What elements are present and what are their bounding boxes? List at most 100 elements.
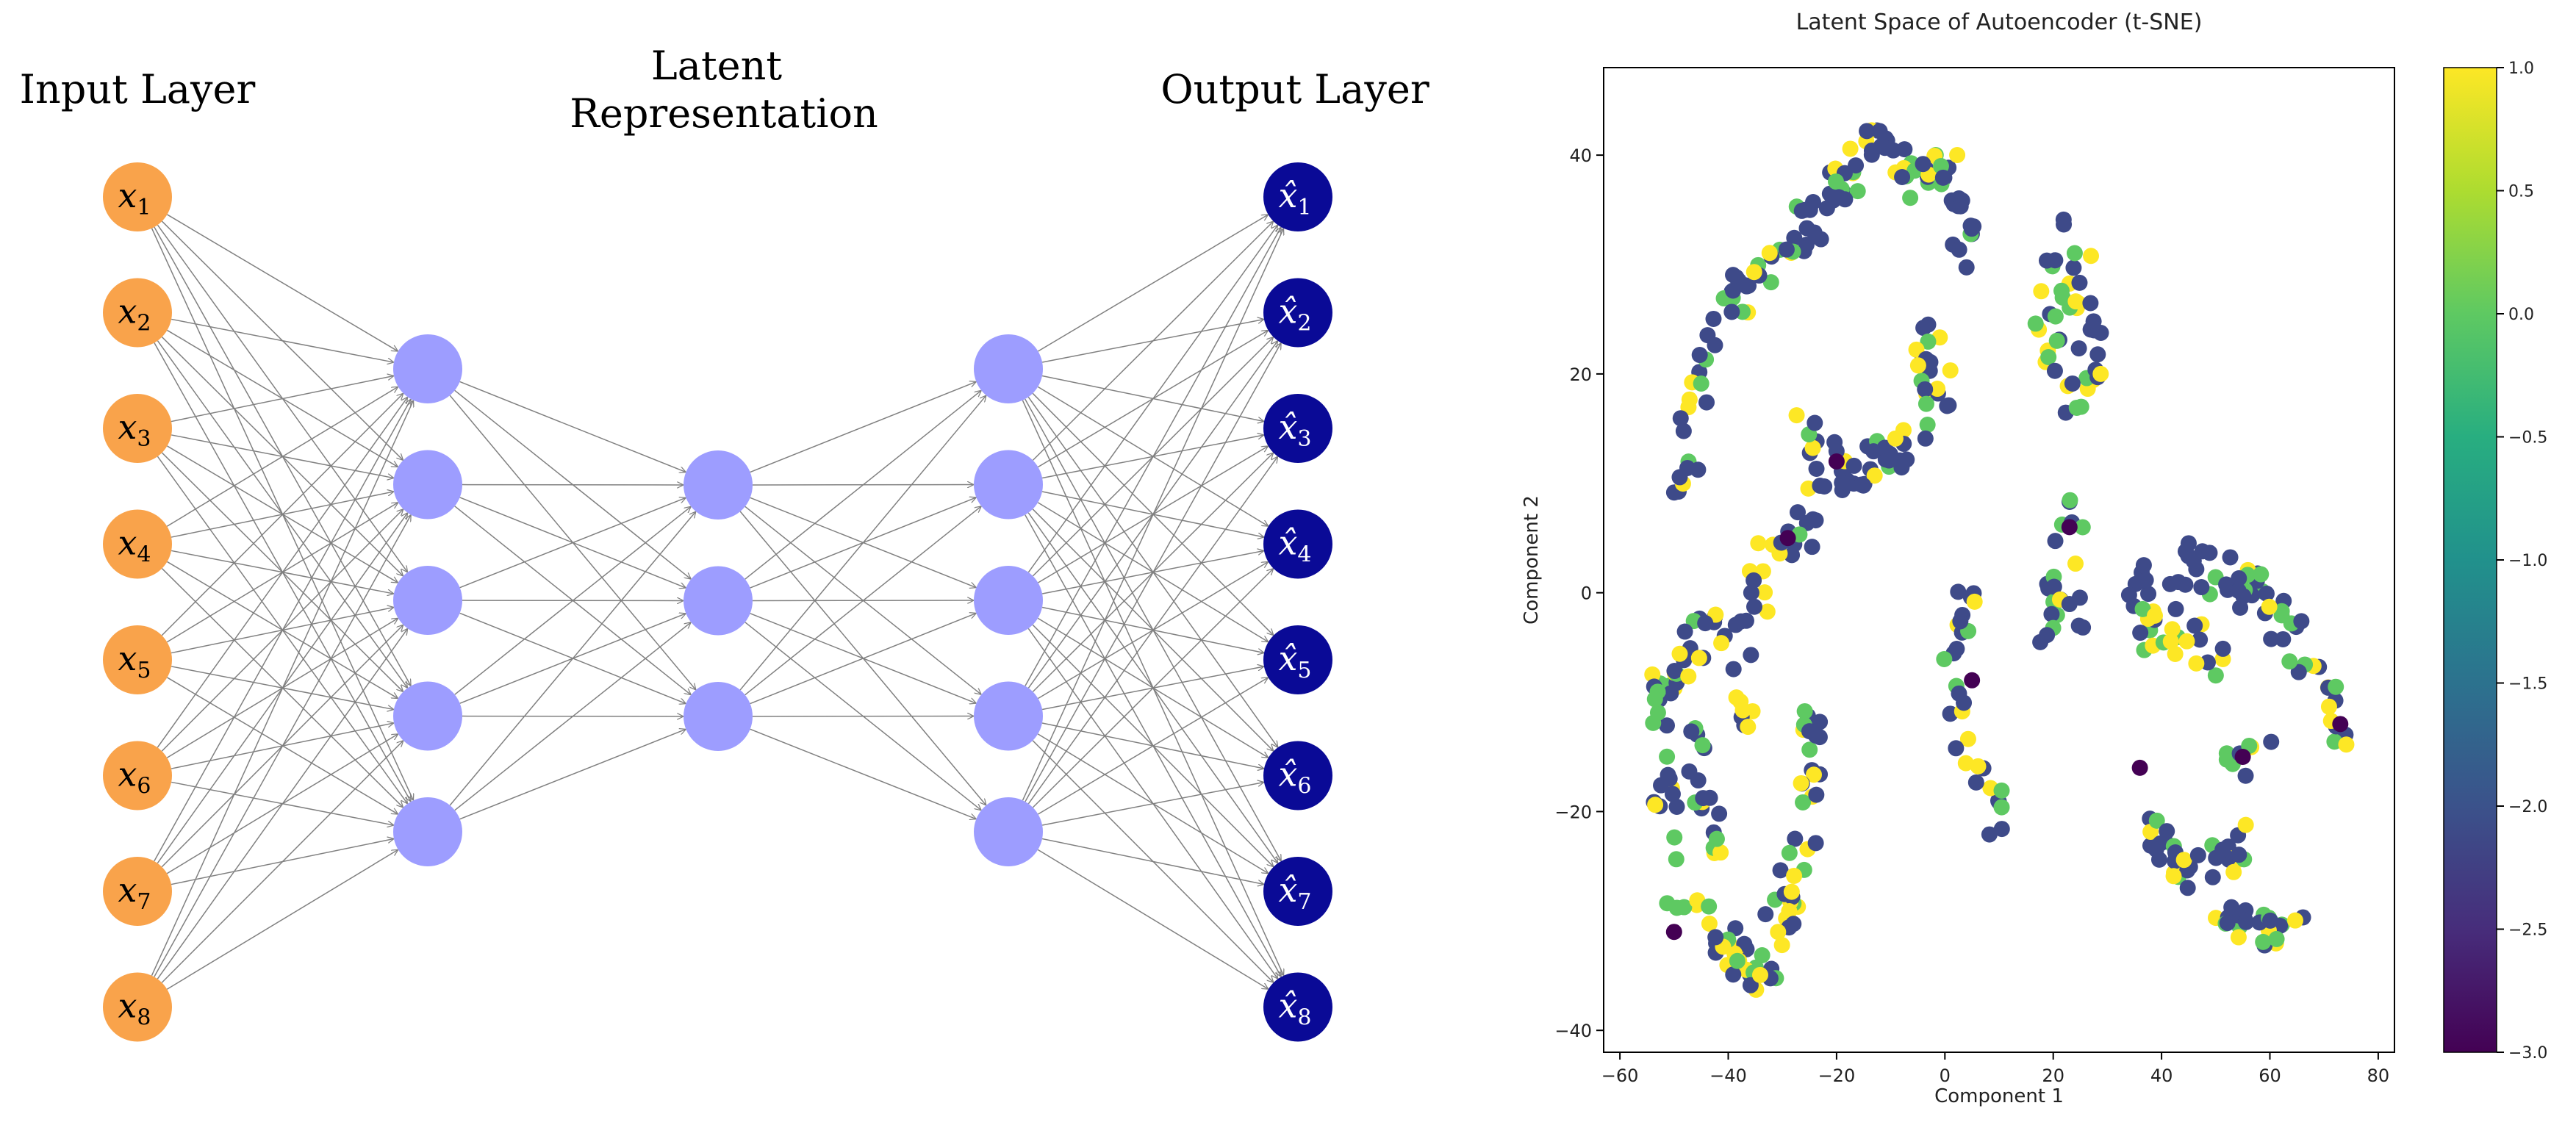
scatter-point <box>2231 570 2247 587</box>
edge-arrow <box>1025 227 1281 686</box>
colorbar-tick-label: −1.0 <box>2508 552 2547 570</box>
output-node-label: x̂2 <box>1278 292 1311 337</box>
scatter-point <box>1812 714 1829 730</box>
scatter-point <box>1993 799 2010 816</box>
scatter-point <box>1778 241 1795 258</box>
scatter-point <box>1881 452 1898 469</box>
scatter-point <box>2230 929 2247 946</box>
hidden-node <box>974 334 1043 403</box>
scatter-point <box>1754 946 1770 963</box>
edge-arrow <box>151 400 413 977</box>
scatter-point <box>2186 617 2203 634</box>
input-node-label: x1 <box>118 176 151 220</box>
scatter-point <box>1781 902 1798 919</box>
output-layer-title: Output Layer <box>1160 66 1429 112</box>
scatter-point-outlier <box>2332 716 2349 733</box>
scatter-point <box>2140 586 2157 603</box>
scatter-point <box>2040 348 2057 365</box>
x-tick-label: 20 <box>2042 1065 2064 1086</box>
scatter-point <box>1786 867 1803 884</box>
scatter-point <box>1796 201 1813 218</box>
scatter-point <box>1644 666 1661 683</box>
scatter-point-outlier <box>1665 924 1682 941</box>
scatter-point <box>2165 868 2182 885</box>
y-tick-label: −20 <box>1554 802 1592 822</box>
scatter-point <box>1646 691 1663 708</box>
scatter-point-outlier <box>2234 749 2251 765</box>
input-node-label: x7 <box>118 870 151 915</box>
edge-arrow <box>739 395 986 691</box>
scatter-point <box>2170 574 2186 591</box>
scatter-point <box>1712 844 1729 861</box>
latent-node <box>684 566 753 636</box>
scatter-point <box>2237 767 2254 784</box>
hidden-node <box>393 334 462 403</box>
scatter-point <box>1808 786 1825 803</box>
colorbar-tick-label: −3.0 <box>2508 1044 2547 1063</box>
scatter-point <box>1920 333 1937 350</box>
scatter-point <box>1795 794 1812 810</box>
scatter-point <box>1806 224 1823 241</box>
scatter-point <box>1746 598 1762 615</box>
edge-arrow <box>1038 677 1268 815</box>
output-node-label: x̂3 <box>1278 407 1311 452</box>
scatter-point <box>1804 539 1820 556</box>
scatter-point <box>2045 578 2062 595</box>
scatter-point <box>1950 583 1967 600</box>
scatter-point <box>1681 763 1698 780</box>
scatter-point <box>1787 830 1804 847</box>
scatter-point <box>1781 844 1798 861</box>
scatter-point <box>1865 443 1882 460</box>
scatter-point <box>1993 782 2010 799</box>
input-node-label: x5 <box>118 639 151 683</box>
scatter-point <box>1993 821 2010 838</box>
scatter-point <box>1666 663 1683 680</box>
scatter-point <box>1666 829 1683 846</box>
scatter-point <box>1757 584 1773 601</box>
scatter-point <box>1711 805 1728 822</box>
scatter-point <box>1952 613 1969 630</box>
output-node-label: x̂8 <box>1278 986 1311 1031</box>
edge-arrow <box>1032 569 1273 808</box>
scatter-point <box>1697 615 1714 632</box>
scatter-point <box>1707 337 1723 353</box>
scatter-point <box>2134 600 2151 617</box>
scatter-point <box>1842 140 1859 157</box>
scatter-point <box>1659 717 1676 734</box>
output-node: x̂2 <box>1263 278 1332 348</box>
scatter-point <box>1834 474 1851 491</box>
colorbar-tick-label: 1.0 <box>2508 60 2534 78</box>
scatter-point <box>1917 395 1934 412</box>
hidden-node <box>974 797 1043 866</box>
input-node-label: x4 <box>118 523 151 568</box>
scatter-point <box>1723 303 1740 320</box>
scatter-point <box>1807 414 1823 431</box>
edge-arrow <box>750 613 977 705</box>
edge-arrow <box>459 729 686 820</box>
edge-arrow <box>154 399 411 862</box>
scatter-point <box>1936 651 1953 668</box>
edge-arrow <box>167 214 398 351</box>
scatter-point <box>1659 748 1676 765</box>
scatter-point <box>1949 146 1966 163</box>
scatter-point <box>2261 598 2278 615</box>
scatter-point <box>2175 852 2192 869</box>
scatter-point <box>1919 417 1936 434</box>
scatter-point <box>2135 557 2152 574</box>
scatter-point <box>1812 477 1829 494</box>
x-tick-label: 80 <box>2367 1065 2390 1086</box>
y-axis-label: Component 2 <box>1521 495 1543 625</box>
scatter-point <box>1845 457 1862 474</box>
scatter-point <box>1691 347 1708 364</box>
edge-arrow <box>161 741 403 983</box>
scatter-point <box>2089 346 2106 363</box>
scatter-point <box>1772 862 1789 879</box>
chart-title: Latent Space of Autoencoder (t-SNE) <box>1796 10 2203 35</box>
output-node: x̂3 <box>1263 394 1332 463</box>
edge-arrow <box>171 375 394 423</box>
output-node: x̂1 <box>1263 162 1332 231</box>
y-axis-ticks: −40 −20 0 20 40 <box>1554 145 1604 1041</box>
x-tick-label: 60 <box>2259 1065 2281 1086</box>
scatter-point <box>1866 467 1883 484</box>
output-node-label: x̂4 <box>1278 523 1311 568</box>
